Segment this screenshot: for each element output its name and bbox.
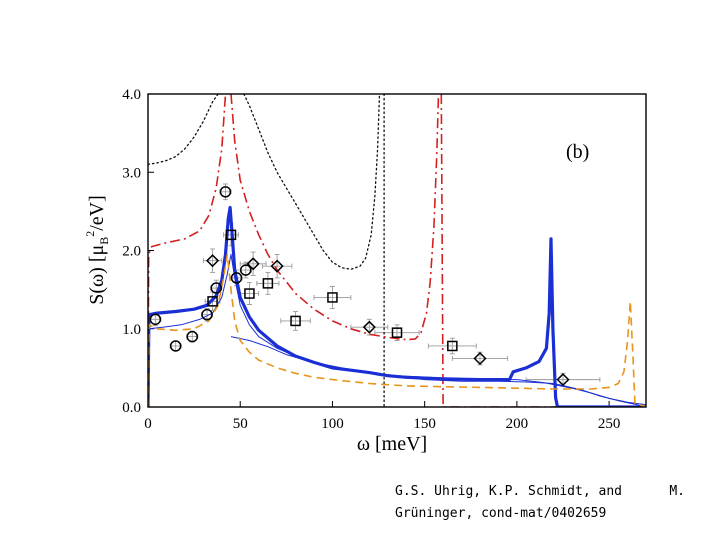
citation-author-initial: M.	[669, 484, 685, 499]
error-bar-12	[280, 311, 311, 331]
circle-marker-0	[149, 313, 162, 326]
y-tick-label-4: 4.0	[122, 87, 141, 103]
diamond-marker-16	[205, 254, 220, 268]
error-bar-11	[256, 271, 280, 295]
diamond-marker-17	[246, 257, 260, 271]
x-axis-title: ω [meV]	[357, 433, 427, 455]
citation-authors: G.S. Uhrig, K.P. Schmidt, and	[395, 484, 622, 499]
error-bar-17	[239, 251, 267, 276]
x-tick-label-5: 250	[598, 416, 621, 432]
square-marker-11	[262, 278, 274, 289]
plot-frame	[147, 93, 647, 408]
error-bar-14	[374, 324, 420, 341]
data-markers	[149, 186, 570, 387]
error-bar-13	[313, 286, 352, 309]
axis-ticks: 0 50 100 150 200 250 0.0 1.0 2.0 3.0 4.0	[122, 87, 620, 432]
error-bar-21	[525, 372, 601, 387]
diamond-marker-21	[556, 373, 570, 387]
y-axis-title-main: S(ω) [μ	[86, 245, 108, 305]
y-axis-title-sub: B	[97, 237, 111, 245]
square-marker-15	[447, 340, 458, 352]
square-marker-12	[290, 315, 301, 327]
x-tick-label-3: 150	[413, 416, 436, 432]
series-dash-dot-red	[148, 94, 646, 407]
diamond-marker-19	[362, 320, 376, 334]
x-tick-label-4: 200	[506, 416, 529, 432]
y-axis-title: S(ω) [μB2/eV]	[83, 195, 111, 305]
square-marker-13	[327, 292, 338, 303]
panel-label: (b)	[566, 141, 589, 163]
square-marker-14	[391, 327, 403, 338]
circle-marker-2	[186, 330, 199, 343]
series-thin-blue-lower-	[230, 336, 646, 406]
citation-caption: G.S. Uhrig, K.P. Schmidt, and M. Grüning…	[395, 481, 685, 525]
y-tick-label-3: 3.0	[122, 165, 141, 181]
y-tick-label-0: 0.0	[122, 400, 141, 416]
circle-marker-1	[169, 340, 182, 352]
circle-marker-3	[201, 308, 213, 321]
circle-marker-4	[210, 282, 222, 294]
y-tick-label-1: 1.0	[122, 322, 141, 338]
x-tick-label-2: 100	[321, 416, 344, 432]
error-bar-20	[451, 351, 509, 366]
error-bar-15	[427, 337, 477, 355]
y-tick-label-2: 2.0	[122, 244, 141, 260]
square-marker-9	[225, 229, 237, 241]
circle-marker-5	[219, 186, 232, 198]
diamond-marker-18	[270, 259, 284, 273]
circle-marker-6	[230, 272, 243, 284]
x-tick-label-0: 0	[144, 416, 152, 432]
error-bar-16	[202, 248, 223, 273]
square-marker-8	[207, 296, 218, 307]
series-dotted-black	[148, 94, 385, 407]
circle-marker-7	[240, 264, 252, 276]
citation-line-1: G.S. Uhrig, K.P. Schmidt, and M.	[395, 481, 685, 503]
error-bar-19	[350, 318, 389, 336]
citation-line-2: Grüninger, cond-mat/0402659	[395, 506, 607, 521]
x-tick-label-1: 50	[233, 416, 248, 432]
error-bars	[149, 183, 601, 387]
diamond-marker-20	[473, 351, 487, 366]
error-bar-18	[261, 253, 293, 279]
square-marker-10	[244, 288, 255, 299]
y-axis-title-tail: /eV]	[86, 195, 108, 231]
y-axis-title-sup: 2	[83, 231, 97, 237]
